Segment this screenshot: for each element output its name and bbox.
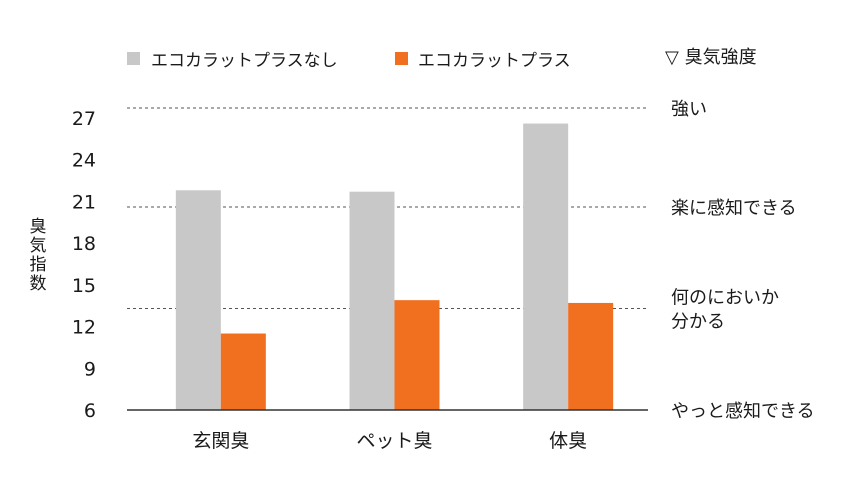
- y-tick-label: 6: [84, 400, 96, 422]
- x-category-label: 体臭: [549, 430, 587, 452]
- x-labels: 玄関臭 ペット臭 体臭: [192, 430, 587, 452]
- y-tick-label: 21: [72, 191, 96, 213]
- intensity-level-label: 楽に感知できる: [671, 198, 797, 219]
- intensity-level-label: 強い: [671, 99, 707, 120]
- y-axis-label: 臭気指数: [30, 217, 47, 294]
- legend-label-without: エコカラットプラスなし: [151, 51, 338, 71]
- y-tick-label: 15: [72, 275, 96, 297]
- legend: エコカラットプラスなし エコカラットプラス: [127, 51, 571, 71]
- y-tick-label: 12: [72, 317, 96, 339]
- bar-with-0: [220, 333, 266, 410]
- bar-without-1: [349, 191, 395, 410]
- y-ticks: 6 9 12 15 18 21 24 27: [72, 108, 96, 422]
- bar-with-1: [394, 300, 440, 410]
- bars: [175, 123, 614, 411]
- intensity-level-label: やっと感知できる: [671, 401, 815, 422]
- x-category-label: 玄関臭: [192, 430, 249, 452]
- legend-swatch-with: [395, 52, 408, 65]
- x-category-label: ペット臭: [356, 430, 432, 452]
- legend-swatch-without: [127, 52, 140, 65]
- legend-label-with: エコカラットプラス: [418, 51, 571, 71]
- bar-without-2: [523, 123, 569, 411]
- intensity-level-label: 何のにおいか分かる: [671, 287, 779, 332]
- bar-without-0: [175, 190, 221, 410]
- y-tick-label: 9: [84, 358, 96, 380]
- bar-with-2: [568, 302, 614, 410]
- intensity-title: ▽ 臭気強度: [665, 47, 757, 68]
- y-tick-label: 27: [72, 108, 96, 130]
- y-tick-label: 24: [72, 150, 96, 172]
- y-tick-label: 18: [72, 233, 96, 255]
